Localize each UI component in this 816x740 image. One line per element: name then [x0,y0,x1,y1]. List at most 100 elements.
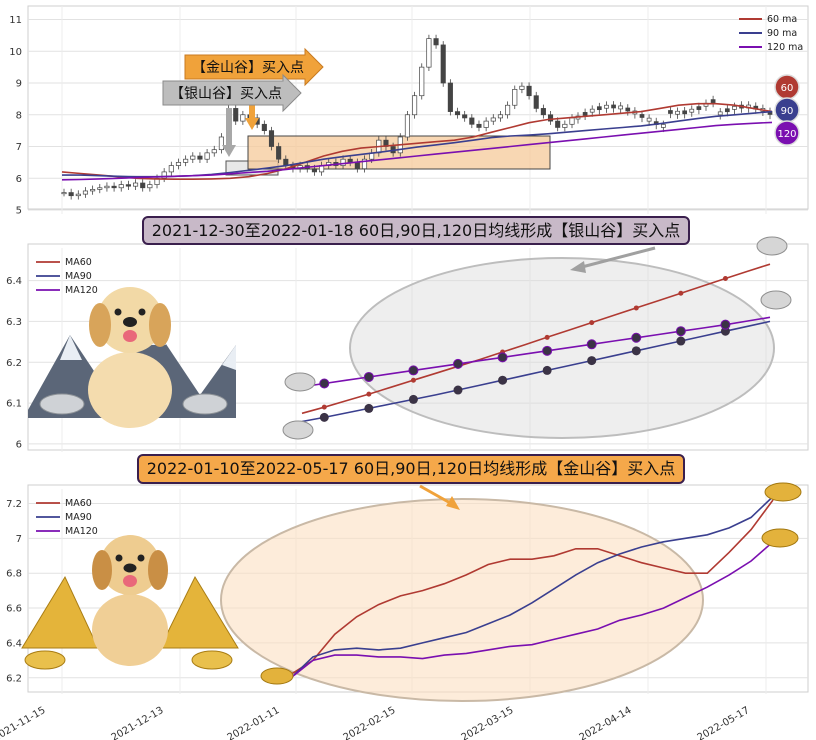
ma-badges: 60 90 120 [774,74,800,146]
candle-body [526,85,532,97]
gold-arrow-text: 【金山谷】买入点 [192,60,304,76]
bottom-panel: 6.26.46.66.877.2 2021-11-15 2021-12-13 202… [0,482,809,740]
series-line-60ma [61,102,773,180]
silver-arrow-label: 【银山谷】买入点 [162,73,302,157]
candle-body [710,99,716,103]
dog2-eye-right [137,554,145,562]
candle-body [639,114,645,118]
bottom-banner-text: 2022-01-10至2022-05-17 60日,90日,120日均线形成【金… [147,459,676,478]
candle-body [426,38,432,68]
x-tick-label: 2022-04-14 [578,705,634,740]
legend-label-90ma: 90 ma [767,28,797,39]
bottom-banner: 2022-01-10至2022-05-17 60日,90日,120日均线形成【金… [137,454,685,484]
candle-body [611,104,616,109]
candle-body [147,184,153,189]
ma-marker [589,320,595,326]
y-tick-label: 6 [16,439,22,450]
y-tick-label: 6.2 [6,358,22,369]
dog2-body [92,594,168,666]
badge-90-label: 90 [781,106,794,117]
candle-body [354,162,360,170]
ma-marker [319,412,329,422]
y-tick-label: 11 [9,15,22,26]
candle-body [582,112,588,116]
candle-body [675,110,680,115]
dog-body [88,352,172,428]
candle-body [175,162,182,166]
candle-body [340,158,346,166]
ma-marker [497,352,508,363]
candle-body [218,136,224,151]
candle-body [589,108,595,113]
mid-legend-label-ma90: MA90 [65,271,92,282]
gold-pointer-head [446,496,460,510]
ma-marker [631,332,642,343]
dog2-tongue [123,575,137,587]
top-plot-frame [27,5,809,210]
gold-arrow-shape [184,47,324,87]
dog-illustration-gold [92,535,168,666]
ma-marker [366,391,372,397]
bottom-legend: MA60 MA90 MA120 [36,498,98,537]
middle-ma-lines [282,236,792,440]
gold-arrow-label: 【金山谷】买入点 [184,47,324,130]
x-tick-label: 2022-02-15 [342,705,398,740]
y-tick-label: 5 [16,206,22,217]
dog2-ear-right [148,550,168,590]
candle-body [724,108,730,113]
x-tick-label: 2021-12-13 [110,705,166,740]
ma-marker [675,326,686,337]
series-line-ma60 [290,499,774,675]
silver-ingot-left [39,393,85,415]
dog2-nose [123,563,137,573]
candle-body [433,38,439,46]
silver-ingot-marker-4 [760,290,792,310]
middle-legend: MA60 MA90 MA120 [36,257,98,296]
dog2-eye-left [115,554,123,562]
candle-body [469,117,475,125]
candle-body [533,95,539,109]
ma-marker [633,305,639,311]
candle-body [68,192,74,197]
candle-body [490,117,496,122]
dog-tongue [123,330,137,342]
candle-body [505,104,511,116]
candle-body [497,114,504,119]
silver-arrow-text: 【银山谷】买入点 [170,86,282,102]
dog-ear-left [89,303,111,347]
y-tick-label: 6.4 [6,276,22,287]
ma-marker [631,346,641,356]
candle-body [462,114,468,119]
candle-body [646,117,652,122]
dog2-ear-left [92,550,112,590]
y-tick-label: 6.8 [6,569,22,580]
y-tick-label: 9 [16,79,22,90]
mid-banner: 2021-12-30至2022-01-18 60日,90日,120日均线形成【银… [142,216,690,245]
silver-pointer-line [577,246,656,270]
top-panel: 5 6 7 8 9 10 11 60 ma 90 ma 120 ma 60 90 120 【… [9,5,809,217]
ma-marker [453,385,463,395]
silver-ingot-marker-1 [284,372,316,392]
bot-legend-label-ma120: MA120 [65,526,98,537]
candle-body [104,185,110,189]
candle-body [190,155,196,160]
series-line-ma120 [301,316,771,388]
y-tick-label: 6.3 [6,317,22,328]
ma-marker [586,339,597,350]
candle-body [483,120,489,128]
bottom-ma-lines [290,495,774,679]
x-tick-label: 2022-01-11 [226,705,282,740]
candle-body [61,192,67,195]
candle-body [82,190,89,195]
candle-body [412,95,418,116]
x-tick-label: 2022-05-17 [696,705,752,740]
silver-down-arrow [222,108,236,157]
ma-marker [587,356,597,366]
candle-body [540,108,546,116]
mid-banner-text: 2021-12-30至2022-01-18 60日,90日,120日均线形成【银… [152,221,681,240]
candle-body [569,117,575,125]
candle-body [268,130,275,147]
candle-body [211,149,217,154]
mid-legend-label-ma120: MA120 [65,285,98,296]
candle-body [118,184,124,189]
